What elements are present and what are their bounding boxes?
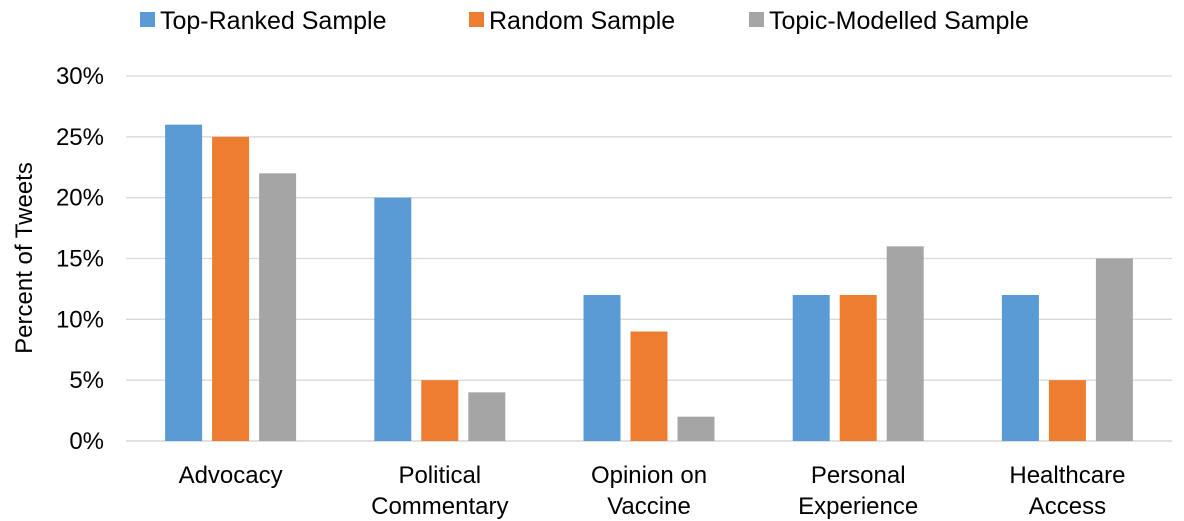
bar-topic-modelled-sample-0 — [259, 173, 297, 442]
bar-topic-modelled-sample-2 — [677, 416, 715, 441]
legend-item: Random Sample — [469, 7, 675, 35]
y-axis-label: Percent of Tweets — [11, 162, 38, 354]
y-tick-label: 5% — [69, 367, 104, 394]
gridlines — [126, 75, 1172, 442]
x-category-label: Healthcare Access — [1009, 462, 1125, 520]
bar-random-sample-2 — [630, 331, 668, 441]
y-axis-ticks: 0% 5% 10% 15% 20% 25% 30% — [56, 63, 104, 455]
bar-topic-modelled-sample-4 — [1095, 258, 1133, 441]
x-axis-labels: Advocacy Political Commentary Opinion on Vac… — [179, 462, 1126, 520]
x-category-label: Advocacy — [179, 462, 283, 489]
legend-label: Top-Ranked Sample — [160, 7, 387, 35]
y-tick-label: 25% — [56, 124, 104, 151]
bar-random-sample-1 — [421, 380, 459, 441]
legend-swatch — [140, 12, 155, 27]
bar-topic-modelled-sample-3 — [886, 246, 924, 441]
legend-item: Top-Ranked Sample — [140, 7, 387, 35]
x-category-label: Personal Experience — [798, 462, 918, 520]
y-tick-label: 30% — [56, 63, 104, 90]
bar-top-ranked-sample-1 — [374, 197, 412, 441]
bar-top-ranked-sample-0 — [165, 124, 203, 442]
y-tick-label: 10% — [56, 306, 104, 333]
x-category-label: Opinion on Vaccine — [591, 462, 707, 520]
bar-topic-modelled-sample-1 — [468, 392, 506, 441]
legend-label: Topic-Modelled Sample — [769, 7, 1029, 35]
bar-top-ranked-sample-4 — [1001, 295, 1039, 441]
bar-random-sample-0 — [212, 136, 250, 442]
bar-top-ranked-sample-3 — [792, 295, 830, 441]
bar-top-ranked-sample-2 — [583, 295, 621, 441]
bar-random-sample-3 — [839, 295, 877, 441]
y-tick-label: 20% — [56, 185, 104, 212]
legend-swatch — [469, 12, 484, 27]
legend-item: Topic-Modelled Sample — [749, 7, 1029, 35]
bars — [165, 124, 1133, 442]
legend-label: Random Sample — [489, 7, 675, 35]
x-category-label: Political Commentary — [371, 462, 508, 520]
legend-swatch — [749, 12, 764, 27]
bar-random-sample-4 — [1048, 380, 1086, 441]
legend: Top-Ranked Sample Random Sample Topic-Mode… — [140, 7, 1029, 35]
y-tick-label: 15% — [56, 246, 104, 273]
y-tick-label: 0% — [69, 428, 104, 455]
